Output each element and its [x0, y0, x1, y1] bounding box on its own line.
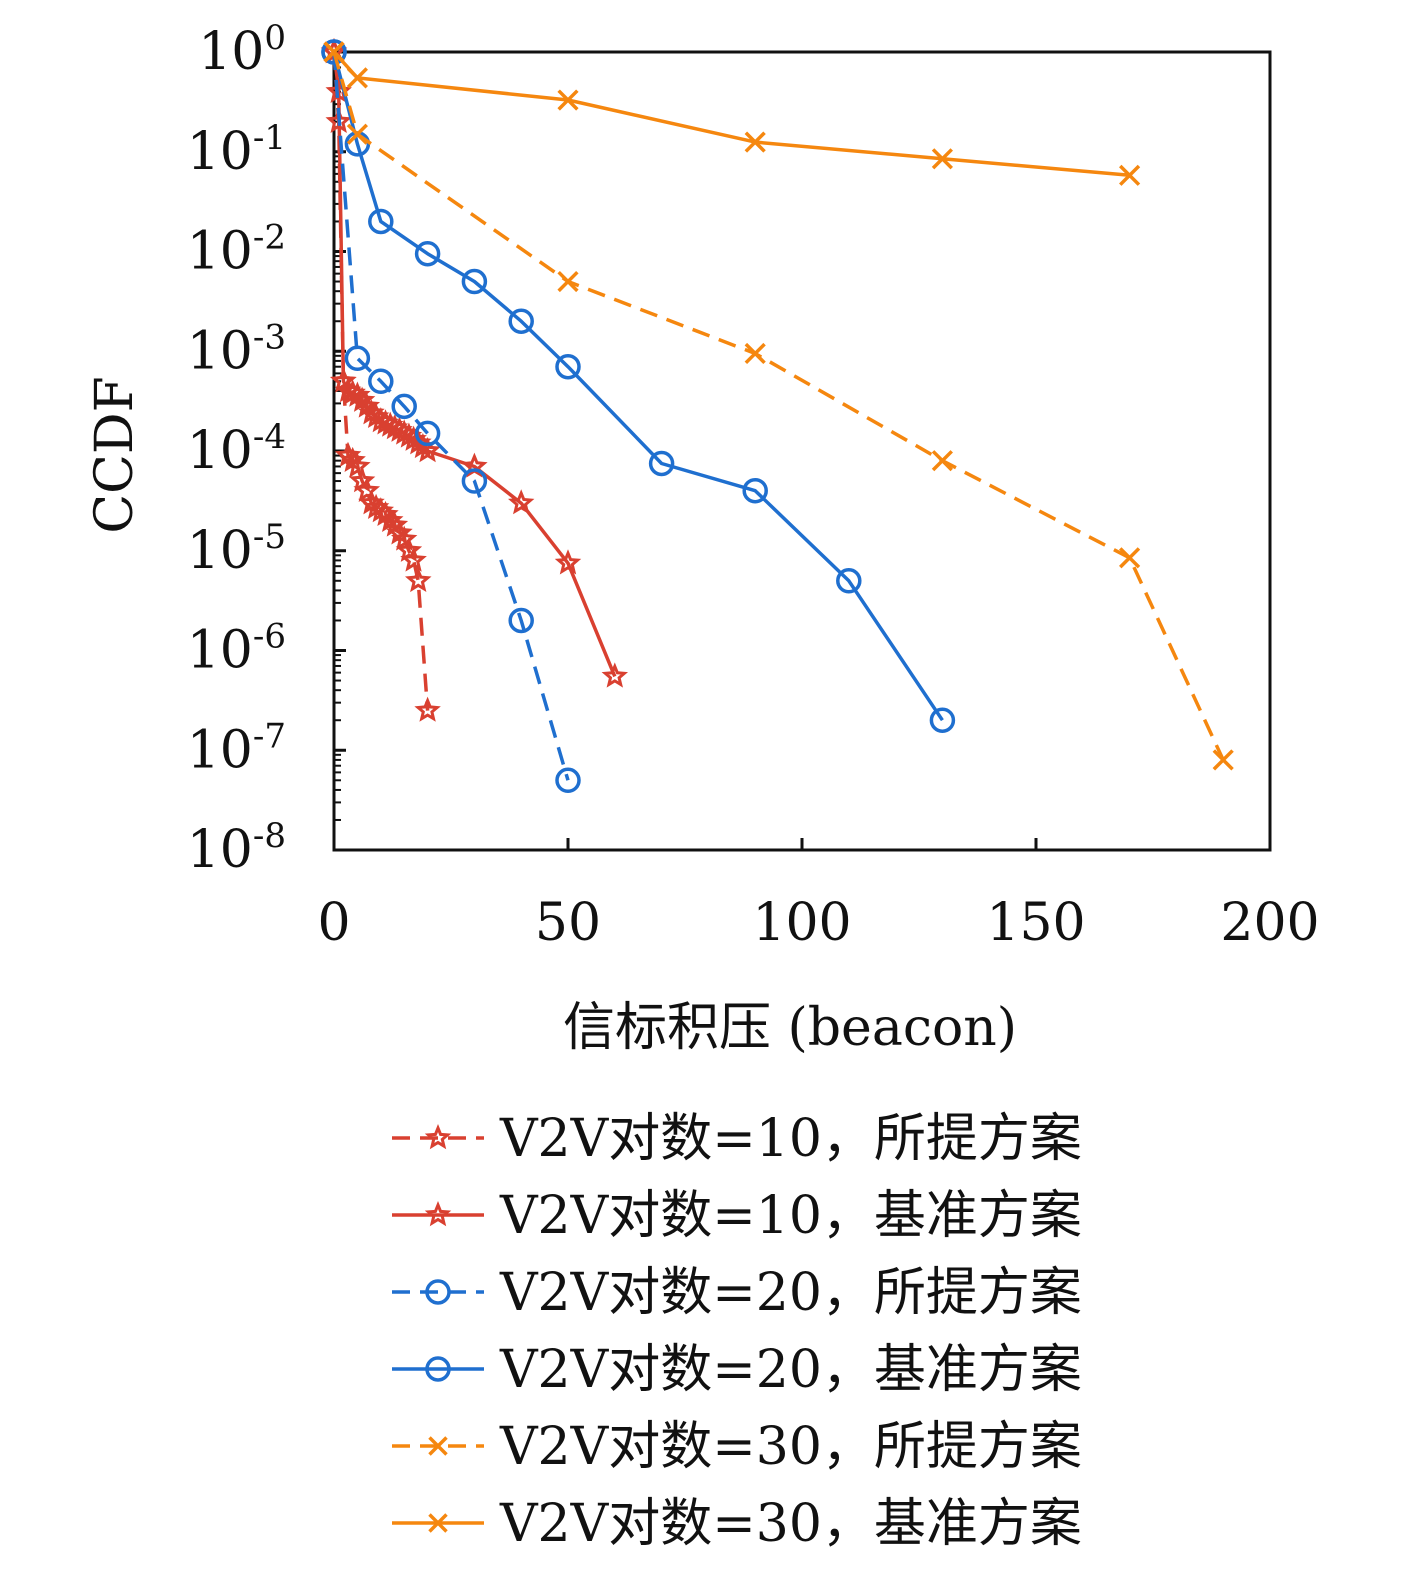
data-point-marker	[346, 123, 368, 145]
data-point-marker	[1119, 164, 1141, 186]
y-tick-label: 100	[198, 18, 286, 82]
legend-label: V2V对数=10，基准方案	[499, 1186, 1082, 1246]
data-point-marker	[836, 568, 862, 594]
series-4	[321, 39, 956, 733]
data-point-marker	[461, 268, 488, 295]
series-line	[332, 51, 617, 678]
y-tick-label: 10-7	[187, 716, 286, 780]
data-point-marker	[461, 468, 488, 494]
legend-label: V2V对数=30，基准方案	[499, 1494, 1082, 1554]
data-point-marker	[931, 148, 953, 170]
data-point-marker	[330, 367, 357, 393]
series-line	[332, 50, 1130, 178]
legend-entry: V2V对数=20，基准方案	[392, 1340, 1082, 1400]
data-point-marker	[425, 1356, 451, 1382]
legend-entry: V2V对数=30，所提方案	[392, 1417, 1082, 1477]
data-point-marker	[404, 566, 432, 593]
legend-label: V2V对数=10，所提方案	[499, 1109, 1082, 1169]
data-point-marker	[414, 240, 441, 267]
data-point-marker	[339, 446, 366, 472]
x-tick-label: 200	[1220, 893, 1319, 953]
data-point-marker	[391, 525, 418, 551]
data-point-marker	[744, 131, 766, 153]
data-point-marker	[555, 353, 581, 380]
data-point-marker	[428, 1436, 448, 1456]
data-point-marker	[348, 467, 376, 493]
data-point-marker	[414, 696, 441, 722]
x-tick-label: 150	[986, 893, 1085, 953]
data-point-marker	[414, 420, 441, 447]
series-line	[332, 51, 944, 722]
data-point-marker	[929, 707, 956, 733]
legend-entry: V2V对数=10，所提方案	[392, 1109, 1082, 1169]
data-point-marker	[348, 386, 376, 412]
data-point-marker	[425, 1279, 451, 1305]
data-point-marker	[386, 519, 413, 545]
data-point-marker	[372, 500, 399, 526]
y-axis-title: CCDF	[85, 376, 145, 533]
legend: V2V对数=10，所提方案 V2V对数=10，基准方案 V2V对数=20，所提方案 V…	[392, 1109, 1082, 1554]
data-point-marker	[344, 345, 371, 372]
data-point-marker	[321, 39, 347, 65]
data-point-marker	[744, 342, 766, 365]
x-axis-title: 信标积压 (beacon)	[563, 998, 1017, 1058]
x-tick-label: 50	[535, 893, 601, 953]
legend-label: V2V对数=20，基准方案	[499, 1340, 1082, 1400]
data-point-marker	[344, 452, 371, 478]
data-point-marker	[557, 270, 579, 293]
data-point-marker	[395, 536, 423, 562]
legend-entry: V2V对数=10，基准方案	[392, 1186, 1082, 1246]
data-point-marker	[1212, 749, 1234, 771]
data-point-marker	[931, 450, 953, 472]
legend-entry: V2V对数=30，基准方案	[392, 1494, 1082, 1554]
legend-entry: V2V对数=20，所提方案	[392, 1263, 1082, 1323]
y-tick-label: 10-1	[187, 118, 286, 182]
data-point-marker	[742, 477, 768, 504]
data-point-marker	[601, 662, 629, 688]
data-point-marker	[391, 393, 417, 420]
series-line	[332, 51, 1225, 761]
axes: 0 50 100 150 200 100 10-1 10-2 10-3 10-4 10-5 10-6 1…	[187, 18, 1320, 953]
data-point-marker	[323, 41, 345, 63]
y-tick-label: 10-6	[187, 617, 286, 681]
series-6	[323, 41, 1141, 186]
data-point-marker	[424, 1124, 452, 1150]
data-point-marker	[400, 546, 427, 572]
y-tick-label: 10-8	[187, 816, 286, 880]
y-tick-label: 10-3	[187, 317, 286, 381]
data-point-marker	[648, 450, 675, 477]
data-point-marker	[346, 67, 368, 89]
y-tick-label: 10-4	[187, 417, 286, 481]
data-point-marker	[507, 489, 535, 515]
data-point-marker	[353, 476, 381, 502]
data-point-marker	[1119, 547, 1141, 569]
data-point-marker	[368, 208, 394, 235]
data-point-marker	[414, 437, 441, 463]
data-point-marker	[428, 1513, 448, 1533]
data-point-marker	[424, 1201, 452, 1227]
plot-frame	[332, 50, 1272, 852]
x-tick-label: 0	[317, 893, 350, 953]
data-point-marker	[368, 368, 394, 395]
x-tick-label: 100	[752, 893, 851, 953]
data-point-marker	[508, 607, 534, 634]
y-tick-label: 10-2	[187, 218, 286, 282]
data-point-marker	[557, 89, 579, 111]
series-layer	[320, 38, 1234, 794]
data-point-marker	[554, 549, 582, 575]
series-line	[332, 51, 570, 781]
data-point-marker	[508, 308, 534, 334]
legend-label: V2V对数=30，所提方案	[499, 1417, 1082, 1477]
legend-label: V2V对数=20，所提方案	[499, 1263, 1082, 1323]
y-tick-label: 10-5	[187, 517, 286, 581]
series-5	[323, 41, 1234, 771]
data-point-marker	[555, 767, 581, 794]
